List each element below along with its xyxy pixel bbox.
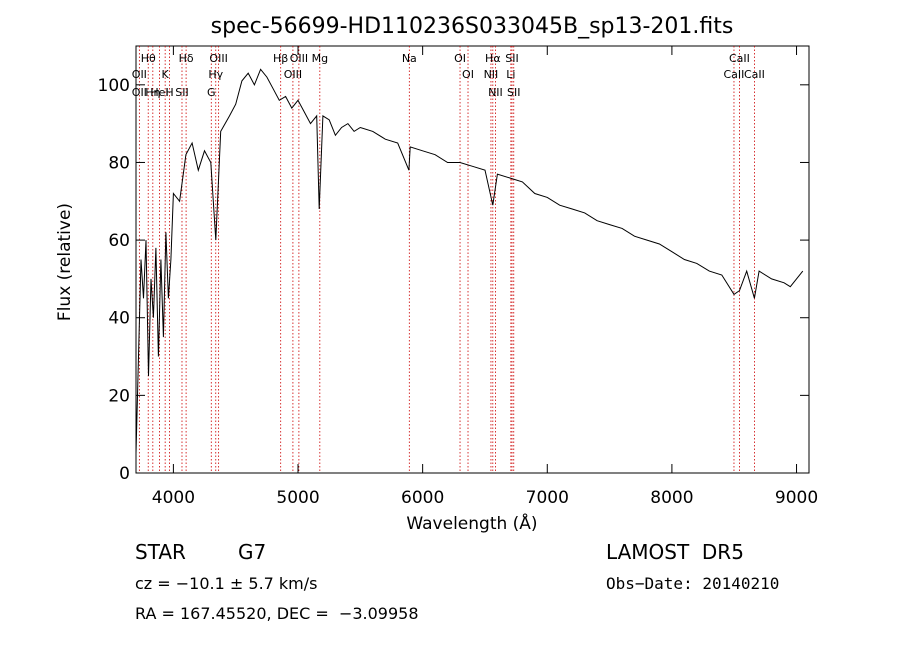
- line-label: Hη: [145, 86, 160, 99]
- obs-date: Obs−Date: 20140210: [606, 574, 780, 593]
- line-label: OI: [454, 52, 466, 65]
- line-label: SII: [505, 52, 518, 65]
- x-tick-label: 7000: [526, 488, 569, 508]
- coordinates: RA = 167.45520, DEC = −3.09958: [135, 604, 419, 623]
- subclass: G7: [238, 540, 267, 564]
- y-tick-label: 100: [98, 76, 130, 96]
- spectrum-line: [135, 68, 804, 454]
- line-label: NII: [488, 86, 503, 99]
- y-tick-label: 40: [108, 309, 130, 329]
- line-label: HeI: [150, 86, 168, 99]
- line-label: SII: [175, 86, 188, 99]
- y-tick-label: 0: [119, 464, 130, 484]
- line-label: Hβ: [273, 52, 288, 65]
- line-label: NII: [484, 68, 499, 81]
- line-label: OIII: [284, 68, 302, 81]
- line-label: K: [162, 68, 170, 81]
- line-label: Na: [402, 52, 417, 65]
- line-label: OII: [132, 68, 147, 81]
- line-label: SII: [507, 86, 520, 99]
- y-axis: 0 20 40 60 80 100: [98, 76, 809, 484]
- line-label: OIII: [209, 52, 227, 65]
- survey-name: LAMOST DR5: [606, 540, 744, 564]
- chart-title: spec-56699-HD110236S033045B_sp13-201.fit…: [211, 14, 734, 39]
- x-axis-label: Wavelength (Å): [406, 512, 537, 534]
- y-tick-label: 60: [108, 231, 130, 251]
- x-tick-label: 6000: [401, 488, 444, 508]
- x-tick-label: 5000: [276, 488, 319, 508]
- line-label: OIII: [290, 52, 308, 65]
- line-label: H: [165, 86, 173, 99]
- marker-lines: [138, 46, 755, 473]
- x-tick-label: 9000: [775, 488, 818, 508]
- line-label: Hα: [485, 52, 501, 65]
- line-label: G: [207, 86, 216, 99]
- y-tick-label: 80: [108, 153, 130, 173]
- y-axis-label: Flux (relative): [55, 203, 75, 321]
- line-label: Li: [506, 68, 515, 81]
- line-label: Hδ: [179, 52, 194, 65]
- line-label: Mg: [312, 52, 328, 65]
- line-label: CaII: [729, 52, 750, 65]
- x-tick-label: 8000: [650, 488, 693, 508]
- redshift-cz: cz = −10.1 ± 5.7 km/s: [135, 574, 318, 593]
- line-label: CaII: [724, 68, 745, 81]
- x-tick-label: 4000: [152, 488, 195, 508]
- line-label: OII: [132, 86, 147, 99]
- x-axis: 4000 5000 6000 7000 8000 9000: [152, 46, 818, 508]
- object-type: STAR: [135, 540, 186, 564]
- line-label: CaII: [744, 68, 765, 81]
- y-tick-label: 20: [108, 386, 130, 406]
- line-label: Hθ: [141, 52, 156, 65]
- line-label: OI: [462, 68, 474, 81]
- line-label: Hγ: [208, 68, 223, 81]
- plot-frame: [135, 45, 810, 474]
